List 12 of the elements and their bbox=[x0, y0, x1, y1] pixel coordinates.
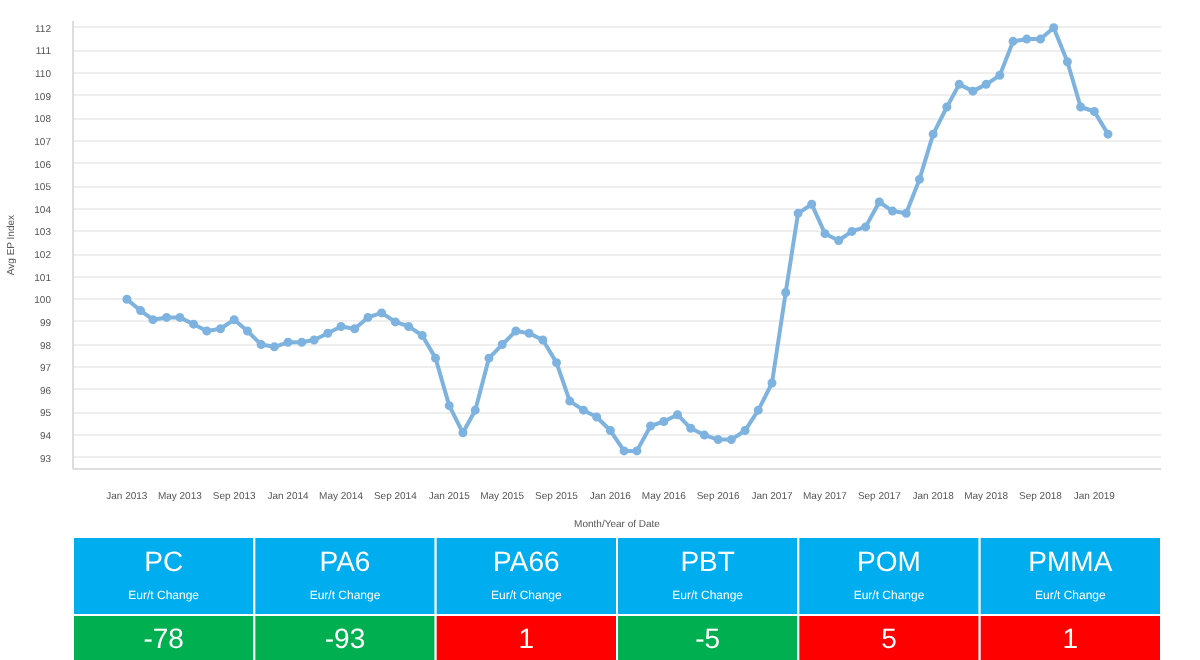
category-label: PA6 bbox=[319, 545, 371, 577]
category-label: POM bbox=[857, 545, 921, 577]
category-label: PA66 bbox=[493, 545, 560, 577]
category-label: PMMA bbox=[1028, 545, 1114, 577]
data-label: 1 bbox=[1062, 622, 1079, 654]
data-label: -5 bbox=[695, 622, 721, 654]
data-label: -78 bbox=[143, 622, 185, 654]
category-label: PBT bbox=[680, 545, 736, 577]
category-label: PC bbox=[144, 545, 184, 577]
data-label: 1 bbox=[518, 622, 535, 654]
data-label: 5 bbox=[881, 622, 898, 654]
data-label: -93 bbox=[324, 622, 366, 654]
